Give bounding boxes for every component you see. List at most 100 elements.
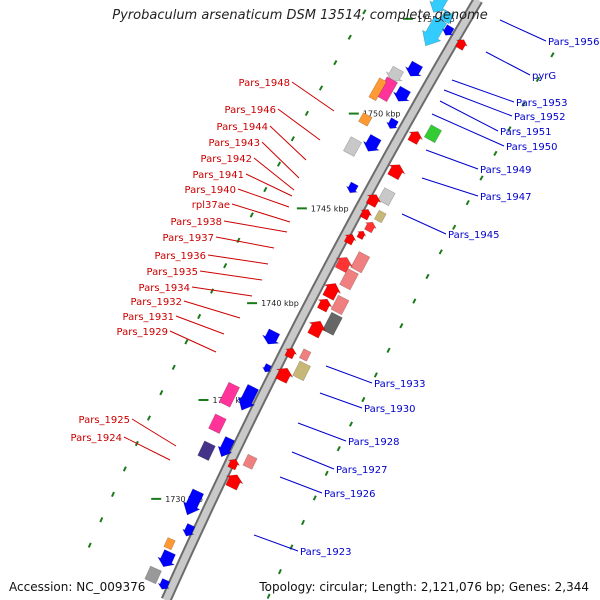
grid-dash — [266, 593, 271, 599]
grid-dash — [301, 519, 306, 526]
gene-block — [358, 112, 373, 127]
grid-dash — [184, 339, 189, 345]
grid-dash — [87, 542, 92, 548]
kbp-tick-label: 1750 kbp — [363, 110, 401, 119]
accession-text: Accession: NC_009376 — [9, 580, 146, 594]
grid-dash — [521, 101, 526, 107]
gene-block — [298, 348, 312, 362]
gene-label-reverse: Pars_1929 — [117, 327, 168, 338]
gene-label-forward: Pars_1933 — [374, 379, 425, 390]
label-connector — [175, 315, 225, 335]
gene-label-forward: pyrG — [532, 71, 556, 82]
gene-label-reverse: Pars_1931 — [123, 312, 174, 323]
label-connector — [291, 81, 335, 112]
gene-label-forward: Pars_1930 — [364, 404, 415, 415]
gene-label-forward: Pars_1956 — [548, 37, 599, 48]
gene-arrow — [261, 363, 272, 373]
label-connector — [191, 286, 253, 297]
grid-dash — [333, 59, 338, 66]
gene-arrow — [359, 209, 373, 221]
grid-dash — [425, 273, 430, 280]
gene-features — [144, 0, 468, 590]
grid-dash — [171, 364, 176, 370]
label-connector — [199, 270, 263, 281]
grid-dash — [111, 491, 115, 498]
label-connector — [269, 125, 307, 161]
grid-dash — [336, 446, 341, 452]
gene-arrow — [316, 298, 333, 313]
label-connectors — [123, 19, 547, 552]
gene-label-forward: Pars_1947 — [480, 192, 531, 203]
gene-arrow — [182, 488, 205, 516]
kbp-tick-label: 1740 kbp — [261, 299, 299, 308]
gene-arrow — [275, 367, 294, 384]
grid-dash — [362, 9, 367, 15]
gene-label-reverse: Pars_1940 — [185, 185, 236, 196]
grid-dash — [210, 288, 215, 294]
label-connector — [169, 330, 217, 353]
label-connector — [279, 476, 323, 494]
gene-label-reverse: Pars_1937 — [163, 233, 214, 244]
gene-label-forward: Pars_1927 — [336, 465, 387, 476]
gene-label-reverse: Pars_1943 — [209, 138, 260, 149]
grid-dash — [147, 415, 151, 421]
grid-dash — [550, 52, 555, 58]
gene-arrow — [387, 164, 406, 181]
label-connector — [245, 173, 293, 197]
gene-label-reverse: Pars_1925 — [79, 415, 130, 426]
gene-labels: Pars_1948 Pars_1946 Pars_1944 Pars_1943 Pars… — [71, 37, 600, 558]
gene-block — [163, 537, 176, 551]
label-connector — [261, 141, 300, 179]
gene-label-reverse: rpl37ae — [192, 200, 230, 211]
grid-dash — [223, 263, 228, 269]
grid-dash — [159, 390, 164, 396]
label-connector — [253, 534, 299, 552]
grid-dash — [276, 161, 282, 167]
gene-arrow — [322, 283, 342, 301]
gene-label-forward: Pars_1923 — [300, 547, 351, 558]
gene-block — [368, 77, 388, 102]
gene-arrow — [182, 523, 196, 537]
gene-block — [423, 124, 443, 144]
gene-block — [292, 360, 312, 382]
gene-label-reverse: Pars_1934 — [139, 283, 190, 294]
grid-dash — [324, 470, 329, 476]
gene-label-forward: Pars_1952 — [514, 112, 565, 123]
grid-dash — [452, 224, 457, 230]
gene-arrow — [363, 221, 377, 234]
label-connector — [451, 79, 515, 103]
label-connector — [223, 220, 288, 233]
gene-label-reverse: Pars_1938 — [171, 217, 222, 228]
gene-label-forward: Pars_1945 — [448, 230, 499, 241]
label-connector — [401, 213, 447, 235]
gene-label-reverse: Pars_1941 — [193, 170, 244, 181]
label-connector — [207, 254, 269, 265]
grid-dash — [507, 126, 512, 132]
gene-block — [197, 440, 216, 462]
gene-label-reverse: Pars_1944 — [217, 122, 268, 133]
backbone-track — [162, 0, 482, 600]
gene-arrow — [217, 436, 236, 458]
grid-dash — [535, 76, 541, 83]
gene-block — [439, 9, 455, 25]
label-connector — [237, 188, 290, 208]
gene-block — [322, 311, 343, 336]
label-connector — [421, 177, 479, 197]
gene-block — [208, 413, 227, 435]
kbp-tick-label: 1745 kbp — [311, 204, 349, 213]
grid-dash — [361, 396, 366, 403]
gene-arrow — [404, 60, 424, 77]
grid-dash — [197, 313, 202, 320]
gene-arrow — [157, 578, 171, 590]
gene-arrow — [345, 181, 359, 194]
label-connector — [215, 236, 275, 249]
gene-arrow — [157, 549, 176, 568]
grid-dash — [399, 323, 404, 329]
label-connector — [291, 451, 335, 470]
label-connector — [485, 51, 531, 76]
label-connector — [277, 108, 321, 141]
gene-label-forward: Pars_1951 — [500, 127, 551, 138]
grid-dash — [99, 517, 104, 523]
gene-block — [144, 565, 162, 585]
label-connector — [131, 418, 177, 447]
